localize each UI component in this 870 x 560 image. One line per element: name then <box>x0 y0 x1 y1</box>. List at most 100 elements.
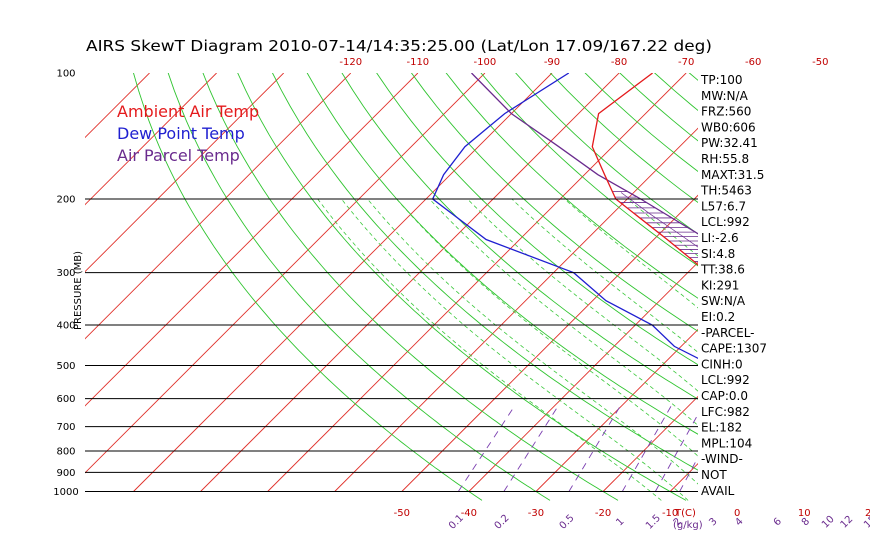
mixing-ratio-tick-label: 6 <box>772 516 784 528</box>
top-temp-tick-label: -70 <box>678 57 694 68</box>
stat-line: SW:N/A <box>701 294 746 308</box>
stat-line: MPL:104 <box>701 436 752 450</box>
stat-line: L57:6.7 <box>701 199 746 213</box>
cape-hatch-line <box>852 392 857 399</box>
stat-line: NOT <box>701 468 727 482</box>
isotherm-line <box>804 73 870 492</box>
stat-line: LCL:992 <box>701 373 750 387</box>
cape-hatch-line <box>649 213 678 234</box>
stat-line: -WIND- <box>701 452 743 466</box>
stat-line: SI:4.8 <box>701 247 735 261</box>
cape-hatch-line <box>796 329 808 339</box>
bottom-temp-tick-label: -40 <box>461 508 477 519</box>
dry-adiabat-line <box>167 73 551 501</box>
legend-dew-point-temp: Dew Point Temp <box>117 124 245 143</box>
stat-line: EL:182 <box>701 421 742 435</box>
dry-adiabat-line <box>376 73 698 366</box>
isotherm-line <box>85 73 419 407</box>
bottom-temp-tick-label: -30 <box>528 508 544 519</box>
pressure-tick-label: 500 <box>56 361 75 372</box>
stat-line: WB0:606 <box>701 120 756 134</box>
isotherm-line <box>85 73 486 474</box>
top-temp-tick-label: -80 <box>611 57 627 68</box>
mixing-ratio-tick-label: 0.5 <box>558 513 577 532</box>
dewpoint-curve <box>431 73 698 360</box>
dry-adiabat-line <box>410 73 698 332</box>
mixing-ratio-tick-label: 0.2 <box>493 513 512 532</box>
isotherm-line <box>85 73 217 206</box>
bottom-temp-tick-label: 10 <box>798 508 811 519</box>
pressure-lines <box>85 198 698 492</box>
dry-adiabat-line <box>237 73 687 501</box>
mixing-ratio-tick-label: 15 <box>862 514 870 531</box>
dry-adiabat-line <box>202 73 619 501</box>
stat-line: CAP:0.0 <box>701 389 748 403</box>
stat-line: FRZ:560 <box>701 105 751 119</box>
bottom-temp-tick-label: 0 <box>734 508 740 519</box>
cape-hatch-line <box>863 406 868 413</box>
mixing-ratio-line <box>503 404 560 492</box>
mixing-ratio-tick-label: 3 <box>707 516 719 528</box>
moist-adiabat-line <box>564 198 698 309</box>
cape-hatch-line <box>807 339 817 349</box>
mixing-ratio-tick-label: 10 <box>820 514 837 531</box>
cape-hatch-line <box>834 367 840 375</box>
isotherm-line <box>85 73 352 340</box>
temperature-curve <box>591 73 698 266</box>
bottom-temp-tick-label: -20 <box>595 508 611 519</box>
chart-title: AIRS SkewT Diagram 2010-07-14/14:35:25.0… <box>86 37 712 55</box>
dry-adiabat-line <box>688 73 698 81</box>
pressure-tick-label: 200 <box>56 194 75 205</box>
stat-line: MAXT:31.5 <box>701 168 764 182</box>
pressure-tick-label: 400 <box>56 320 75 331</box>
isotherm-line <box>334 127 698 492</box>
stat-line: -PARCEL- <box>701 326 755 340</box>
dry-adiabat-line <box>480 73 698 267</box>
dry-adiabat-line <box>272 73 698 471</box>
pressure-tick-label: 600 <box>56 394 75 405</box>
stat-line: CINH:0 <box>701 357 743 371</box>
cape-hatch-line <box>677 232 698 248</box>
top-temp-tick-label: -120 <box>339 57 362 68</box>
mixing-ratio-line <box>808 405 848 492</box>
sounding-curves <box>431 73 698 360</box>
top-temp-tick-label: -50 <box>812 57 828 68</box>
cape-hatch-line <box>847 384 853 392</box>
cape-hatch-line <box>620 192 651 215</box>
stat-line: LCL:992 <box>701 215 750 229</box>
mixing-ratio-line <box>849 405 870 492</box>
cape-hatch-line <box>858 399 863 406</box>
pressure-tick-label: 300 <box>56 268 75 279</box>
cape-hatch-line <box>771 306 784 318</box>
isotherm-line <box>602 395 698 492</box>
cape-hatch-line <box>841 376 847 384</box>
top-temp-tick-label: -90 <box>544 57 560 68</box>
stat-line: TH:5463 <box>700 184 752 198</box>
parcel-curve <box>471 73 698 235</box>
stat-line: RH:55.8 <box>701 152 749 166</box>
moist-adiabat-line <box>790 199 870 500</box>
mixing-ratio-line <box>568 404 622 492</box>
legend-air-parcel-temp: Air Parcel Temp <box>117 146 240 165</box>
isotherm-line <box>0 73 15 492</box>
stat-line: MW:N/A <box>701 89 749 103</box>
x-unit-label: T(C) <box>674 508 696 519</box>
stat-line: CAPE:1307 <box>701 342 767 356</box>
cape-hatch-line <box>784 318 796 329</box>
pressure-tick-label: 100 <box>56 69 75 80</box>
y-axis-label: PRESSURE (MB) <box>73 251 84 330</box>
dry-adiabat-line <box>341 73 698 400</box>
isotherm-line <box>85 73 284 273</box>
mixing-ratio-tick-label: 1.5 <box>644 513 663 532</box>
mixing-ratio-tick-label: 12 <box>839 514 856 531</box>
stat-line: LFC:982 <box>701 405 750 419</box>
cape-hatch-line <box>826 358 834 367</box>
pressure-tick-label: 900 <box>56 468 75 479</box>
mixing-ratio-line <box>679 456 698 492</box>
cape-hatch-line <box>818 349 827 358</box>
dry-adiabat-line <box>306 73 698 435</box>
bottom-temp-tick-label: -10 <box>662 508 678 519</box>
stat-line: EI:0.2 <box>701 310 735 324</box>
legend-ambient-air-temp: Ambient Air Temp <box>117 102 259 121</box>
